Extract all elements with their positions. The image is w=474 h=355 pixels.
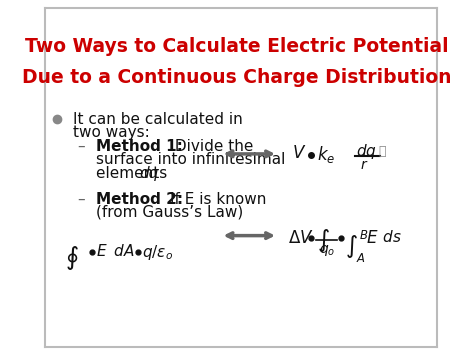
Text: (from Gauss’s Law): (from Gauss’s Law) [96, 205, 243, 220]
Text: $q/\varepsilon_o$: $q/\varepsilon_o$ [142, 243, 173, 262]
Text: Due to a Continuous Charge Distribution: Due to a Continuous Charge Distribution [22, 68, 452, 87]
Text: $\Delta V$: $\Delta V$ [288, 229, 314, 247]
Text: $\oint$: $\oint$ [65, 245, 79, 272]
Text: $E$: $E$ [366, 229, 378, 247]
Text: Method 1:: Method 1: [96, 139, 183, 154]
Text: $E$: $E$ [96, 243, 108, 259]
Text: Divide the: Divide the [170, 139, 253, 154]
Text: $\int_A^B$: $\int_A^B$ [346, 229, 369, 265]
Text: It can be calculated in: It can be calculated in [73, 112, 243, 127]
Text: surface into infinitesimal: surface into infinitesimal [96, 152, 285, 167]
Text: $\int$: $\int$ [317, 227, 329, 254]
Text: $k_e$: $k_e$ [317, 144, 335, 165]
Text: elements: elements [96, 165, 172, 181]
Text: –: – [77, 192, 85, 207]
Text: $ds$: $ds$ [378, 229, 402, 245]
Text: $dq$: $dq$ [356, 142, 376, 161]
Text: $r$: $r$ [360, 158, 368, 172]
Text: dq: dq [139, 165, 158, 181]
Text: If E is known: If E is known [170, 192, 266, 207]
Text: –: – [77, 139, 85, 154]
Text: $V$: $V$ [292, 144, 307, 162]
Text: $q_o$: $q_o$ [319, 243, 335, 258]
Text: 🚶: 🚶 [378, 145, 386, 158]
Text: Method 2:: Method 2: [96, 192, 183, 207]
Text: $dA$: $dA$ [109, 243, 135, 259]
Text: Two Ways to Calculate Electric Potential: Two Ways to Calculate Electric Potential [25, 37, 449, 56]
Text: two ways:: two ways: [73, 125, 150, 140]
